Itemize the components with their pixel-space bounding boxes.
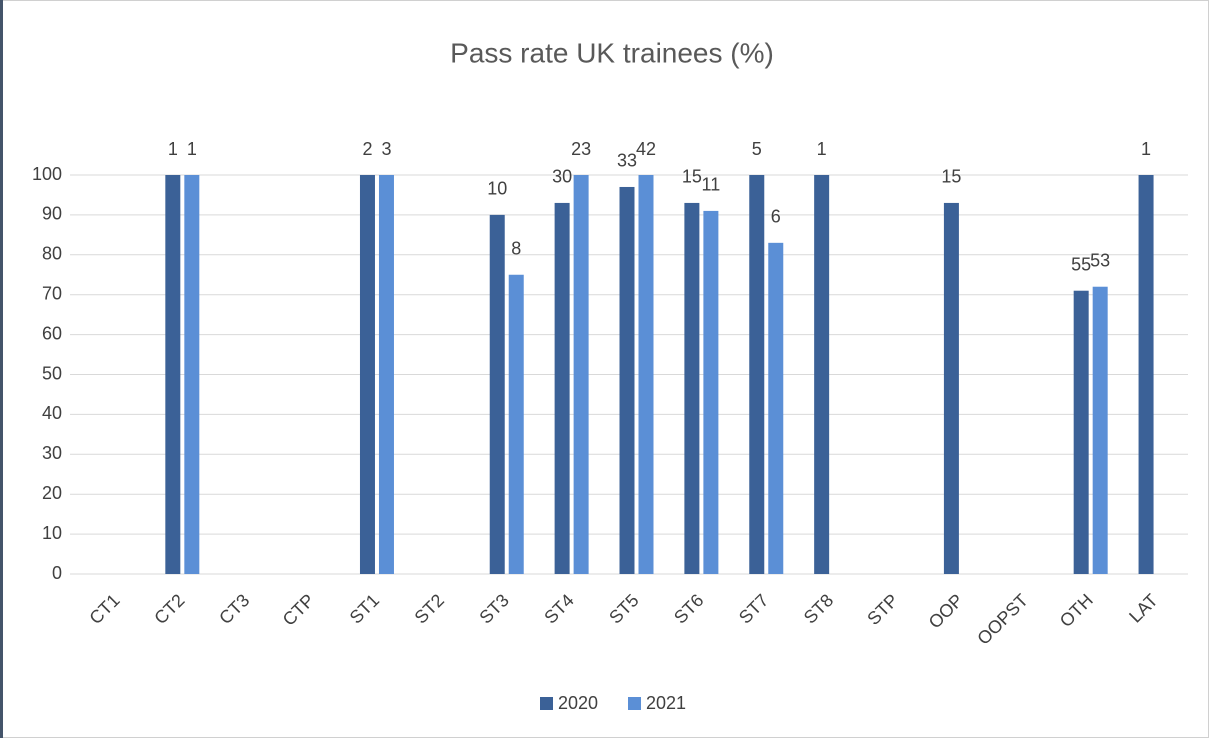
bar	[359, 175, 375, 574]
bar	[684, 202, 700, 574]
y-tick-label: 40	[42, 403, 62, 423]
data-label: 15	[682, 167, 702, 187]
data-label: 30	[552, 167, 572, 187]
data-label: 2	[362, 139, 372, 159]
bar	[703, 210, 719, 574]
bar	[638, 175, 654, 574]
data-label: 5	[752, 139, 762, 159]
data-label: 33	[617, 151, 637, 171]
y-tick-label: 10	[42, 523, 62, 543]
data-label: 3	[381, 139, 391, 159]
data-label: 10	[487, 179, 507, 199]
bar	[1092, 286, 1108, 574]
bar	[378, 175, 394, 574]
data-label: 23	[571, 139, 591, 159]
chart-title: Pass rate UK trainees (%)	[450, 37, 774, 68]
legend-swatch	[628, 697, 641, 710]
y-tick-label: 60	[42, 323, 62, 343]
data-label: 1	[187, 139, 197, 159]
bar	[489, 214, 505, 574]
data-label: 53	[1090, 250, 1110, 270]
bar	[165, 175, 181, 574]
bar	[814, 175, 830, 574]
bar	[943, 202, 959, 574]
legend-label: 2020	[558, 693, 598, 713]
bar	[573, 175, 589, 574]
data-label: 55	[1071, 254, 1091, 274]
data-label: 15	[941, 167, 961, 187]
y-tick-label: 20	[42, 483, 62, 503]
data-label: 1	[1141, 139, 1151, 159]
y-tick-label: 80	[42, 244, 62, 264]
bar	[554, 202, 570, 574]
legend-label: 2021	[646, 693, 686, 713]
bar	[508, 274, 524, 574]
y-tick-label: 90	[42, 204, 62, 224]
y-tick-label: 0	[52, 563, 62, 583]
data-label: 8	[511, 239, 521, 259]
data-label: 1	[817, 139, 827, 159]
data-label: 6	[771, 207, 781, 227]
bar	[749, 175, 765, 574]
data-label: 11	[702, 175, 721, 195]
data-label: 42	[636, 139, 656, 159]
bar	[1073, 290, 1089, 574]
bar	[1138, 175, 1154, 574]
bar	[184, 175, 200, 574]
y-tick-label: 70	[42, 283, 62, 303]
data-label: 1	[168, 139, 178, 159]
y-tick-label: 50	[42, 363, 62, 383]
y-tick-label: 100	[32, 164, 62, 184]
bar	[619, 186, 635, 574]
bar	[768, 242, 784, 574]
y-tick-label: 30	[42, 443, 62, 463]
legend-swatch	[540, 697, 553, 710]
